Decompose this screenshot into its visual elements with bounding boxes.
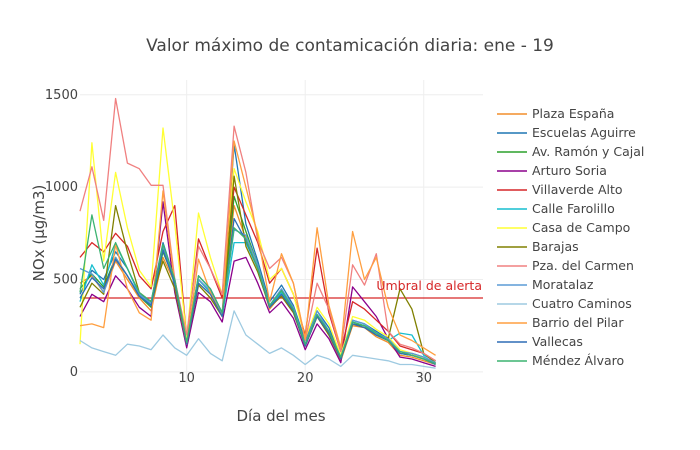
legend-label: Vallecas: [532, 334, 583, 349]
legend-item[interactable]: Vallecas: [497, 334, 583, 349]
series-line: [79, 186, 436, 362]
y-axis-ticks: 0 500 1000 1500: [45, 88, 78, 380]
legend-item[interactable]: Casa de Campo: [497, 220, 630, 235]
legend-label: Pza. del Carmen: [532, 258, 634, 273]
legend-item[interactable]: Barrio del Pilar: [497, 315, 624, 330]
legend-item[interactable]: Méndez Álvaro: [497, 353, 624, 368]
y-tick-label: 0: [70, 365, 78, 380]
x-tick-label: 30: [415, 371, 432, 386]
legend-item[interactable]: Escuelas Aguirre: [497, 125, 636, 140]
series-line: [79, 201, 436, 368]
y-tick-label: 500: [53, 273, 78, 288]
chart-title: Valor máximo de contamicación diaria: en…: [146, 36, 554, 56]
series-line: [79, 310, 436, 369]
legend-item[interactable]: Barajas: [497, 239, 579, 254]
series-lines: [79, 97, 437, 369]
legend-item[interactable]: Calle Farolillo: [497, 201, 615, 216]
threshold-label: Umbral de alerta: [376, 278, 482, 293]
series-line: [79, 127, 436, 366]
series-line: [79, 97, 436, 362]
legend: Plaza España Escuelas Aguirre Av. Ramón y …: [497, 106, 644, 368]
legend-item[interactable]: Pza. del Carmen: [497, 258, 634, 273]
legend-label: Casa de Campo: [532, 220, 630, 235]
legend-label: Plaza España: [532, 106, 614, 121]
legend-label: Escuelas Aguirre: [532, 125, 636, 140]
y-tick-label: 1000: [45, 180, 78, 195]
legend-item[interactable]: Villaverde Alto: [497, 182, 623, 197]
legend-item[interactable]: Cuatro Caminos: [497, 296, 632, 311]
legend-item[interactable]: Arturo Soria: [497, 163, 607, 178]
legend-label: Barajas: [532, 239, 579, 254]
legend-label: Av. Ramón y Cajal: [532, 144, 644, 159]
legend-label: Moratalaz: [532, 277, 594, 292]
legend-label: Villaverde Alto: [532, 182, 623, 197]
legend-label: Méndez Álvaro: [532, 353, 624, 368]
x-tick-label: 10: [178, 371, 195, 386]
x-tick-label: 20: [297, 371, 314, 386]
legend-label: Calle Farolillo: [532, 201, 615, 216]
y-tick-label: 1500: [45, 88, 78, 103]
x-axis-ticks: 10 20 30: [178, 371, 432, 386]
legend-label: Barrio del Pilar: [532, 315, 624, 330]
legend-label: Cuatro Caminos: [532, 296, 632, 311]
legend-item[interactable]: Moratalaz: [497, 277, 594, 292]
grid: [80, 80, 483, 383]
legend-label: Arturo Soria: [532, 163, 607, 178]
series-line: [79, 214, 436, 365]
legend-item[interactable]: Plaza España: [497, 106, 614, 121]
x-axis-title: Día del mes: [236, 407, 325, 425]
legend-item[interactable]: Av. Ramón y Cajal: [497, 144, 644, 159]
y-axis-title: NOx (µg/m3): [30, 185, 48, 282]
series-line: [79, 140, 436, 356]
